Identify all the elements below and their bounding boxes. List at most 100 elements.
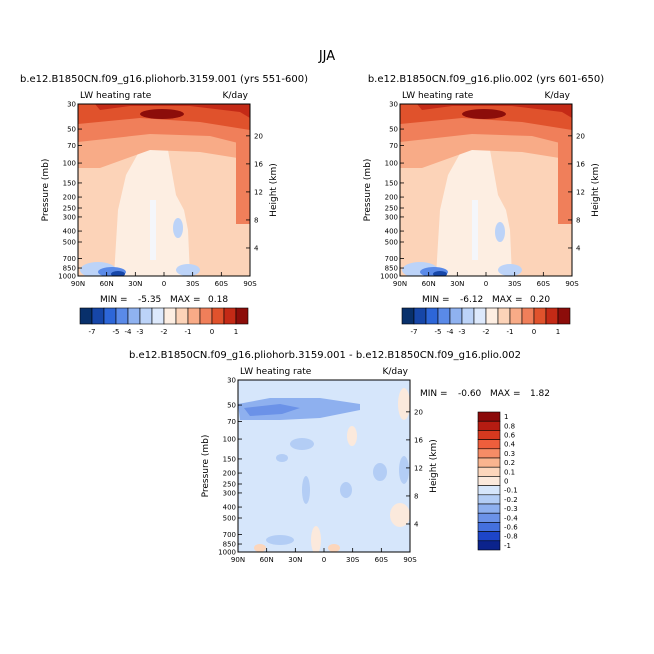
field-surface-neg-3 [111, 271, 125, 276]
field-surface-neg-4 [498, 264, 522, 276]
panel-left-colorbar: -7 -5 -4 -3 -2 -1 0 1 [79, 307, 249, 336]
panel-diff-plot-area [238, 380, 410, 552]
y-tick-label: 100 [223, 436, 236, 444]
y-tick-label: 1000 [380, 273, 398, 281]
y2-tick-label: 12 [414, 464, 423, 472]
colorbar-swatch [473, 307, 487, 325]
panel-left-units: K/day [223, 91, 249, 101]
colorbar-label: 0.8 [504, 422, 515, 430]
field-pos-patch-3 [390, 503, 410, 527]
y-tick-label: 500 [385, 239, 398, 247]
y-tick-label: 30 [227, 377, 236, 385]
x-tick-label: 30N [450, 280, 464, 288]
field-neg-patch-3 [302, 476, 310, 504]
field-negative-patch [495, 222, 505, 242]
field-surface-neg-4 [176, 264, 200, 276]
colorbar-swatch [91, 307, 105, 325]
y2-axis-title: Height (km) [429, 439, 439, 493]
x-tick-label: 0 [162, 280, 166, 288]
y2-tick-label: 16 [254, 160, 263, 168]
colorbar-swatch [461, 307, 475, 325]
y-tick-label: 400 [63, 228, 76, 236]
y2-tick-label: 12 [254, 188, 263, 196]
colorbar-label: -0.8 [504, 533, 518, 541]
y-axis-title: Pressure (mb) [201, 435, 211, 498]
x-tick-label: 60S [537, 280, 551, 288]
colorbar-label: -0.3 [504, 505, 518, 513]
colorbar-swatch [477, 457, 501, 468]
field-pos-patch-2 [398, 388, 410, 420]
panel-left-plot-area [78, 104, 250, 276]
x-tick-label: 60S [215, 280, 229, 288]
x-tick-label: 30S [186, 280, 200, 288]
field-pos-patch-6 [328, 544, 340, 552]
panel-diff-max-label: MAX = [490, 389, 521, 399]
panel-left-field-label: LW heating rate [80, 91, 152, 101]
field-band-core [95, 104, 250, 118]
y2-tick-label: 20 [414, 408, 423, 416]
y-tick-label: 250 [63, 205, 76, 213]
field-band-core [417, 104, 572, 118]
field-negative-patch [173, 218, 183, 238]
colorbar-swatch [533, 307, 547, 325]
y-tick-label: 50 [227, 402, 236, 410]
colorbar-label: -3 [137, 328, 144, 336]
field-neg-patch-4 [340, 482, 352, 498]
y2-tick-label: 8 [576, 216, 580, 224]
field-neg-patch-2 [276, 454, 288, 462]
field-core-max [462, 109, 506, 119]
y2-tick-label: 4 [254, 244, 259, 252]
panel-left-max-value: 0.18 [208, 295, 228, 305]
colorbar-label: -0.1 [504, 487, 518, 495]
colorbar-swatch [413, 307, 427, 325]
y-tick-label: 700 [385, 255, 398, 263]
y-tick-label: 200 [223, 470, 236, 478]
colorbar-label: 0 [504, 478, 508, 486]
y2-axis-title: Height (km) [269, 163, 279, 217]
colorbar-label: -5 [113, 328, 120, 336]
colorbar-swatch [477, 531, 501, 542]
y-tick-label: 200 [385, 194, 398, 202]
colorbar-swatch [235, 307, 249, 325]
colorbar-label: 0.4 [504, 441, 516, 449]
panel-right: b.e12.B1850CN.f09_g16.plio.002 (yrs 601-… [363, 74, 604, 336]
y-tick-label: 700 [63, 255, 76, 263]
colorbar-swatch [485, 307, 499, 325]
colorbar-label: -7 [89, 328, 96, 336]
colorbar-swatch [521, 307, 535, 325]
field-surface-neg-3 [433, 271, 447, 276]
colorbar-swatch [103, 307, 117, 325]
field-neg-patch-5 [373, 463, 387, 481]
y-tick-label: 500 [223, 515, 236, 523]
panel-left-axes: 90N 60N 30N 0 30S 60S 90S 30 50 70 100 150 200 250300… [41, 101, 279, 289]
colorbar-swatch [425, 307, 439, 325]
x-tick-label: 90N [393, 280, 407, 288]
x-tick-label: 60S [375, 556, 389, 564]
colorbar-swatch [557, 307, 571, 325]
figure-title: JJA [318, 49, 335, 64]
colorbar-swatch [509, 307, 523, 325]
y-tick-label: 250 [385, 205, 398, 213]
y-tick-label: 1000 [58, 273, 76, 281]
x-tick-label: 30N [128, 280, 142, 288]
colorbar-swatch [477, 494, 501, 505]
colorbar-swatch [401, 307, 415, 325]
colorbar-swatch [497, 307, 511, 325]
colorbar-label: 1 [556, 328, 560, 336]
colorbar-swatch [115, 307, 129, 325]
y-tick-label: 150 [223, 455, 236, 463]
panel-diff-units: K/day [383, 367, 409, 377]
colorbar-swatch [477, 411, 501, 422]
panel-right-title: b.e12.B1850CN.f09_g16.plio.002 (yrs 601-… [368, 74, 604, 85]
panel-right-units: K/day [545, 91, 571, 101]
panel-diff-max-value: 1.82 [530, 389, 550, 399]
y-tick-label: 400 [223, 504, 236, 512]
x-tick-label: 60N [100, 280, 114, 288]
y-tick-label: 50 [67, 126, 76, 134]
panel-left-min-value: -5.35 [138, 295, 161, 305]
y-tick-label: 300 [223, 489, 236, 497]
x-tick-label: 90N [231, 556, 245, 564]
colorbar-swatch [477, 439, 501, 450]
y2-tick-label: 12 [576, 188, 585, 196]
